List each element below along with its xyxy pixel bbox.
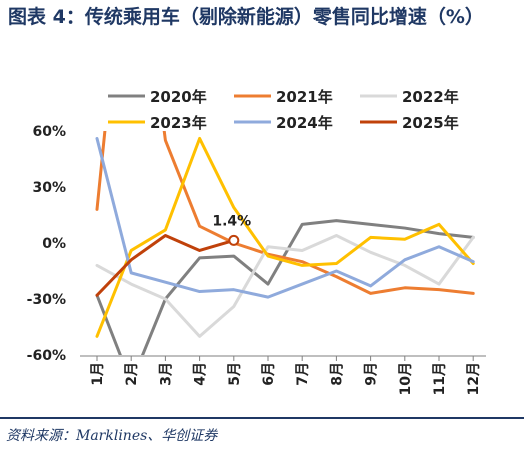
x-tick-label: 7月 — [295, 362, 311, 386]
annotations: 1.4% — [212, 213, 251, 246]
footer-divider — [0, 417, 524, 419]
y-axis: 60% 30% 0% -30% -60% — [27, 124, 66, 364]
legend: 2020年 2021年 2022年 2023年 2024年 2025年 — [108, 88, 459, 132]
series-line-2025 — [95, 234, 236, 297]
x-tick-label: 4月 — [193, 362, 209, 386]
y-tick-label: 60% — [32, 124, 66, 140]
x-tick-label: 9月 — [364, 362, 380, 386]
x-axis: 1月 2月 3月 4月 5月 6月 7月 8月 9月 10月 11月 12月 — [80, 355, 486, 395]
series-line-2023 — [95, 136, 475, 338]
y-tick-label: 30% — [32, 180, 66, 196]
y-tick-label: -30% — [27, 292, 66, 308]
legend-label: 2020年 — [150, 88, 207, 106]
chart-title: 图表 4：传统乘用车（剔除新能源）零售同比增速（%） — [8, 6, 484, 28]
series-line-2021 — [95, 131, 475, 295]
x-tick-label: 12月 — [466, 362, 482, 395]
legend-label: 2023年 — [150, 114, 207, 132]
x-tick-label: 2月 — [124, 362, 140, 386]
series-line-2022 — [95, 234, 475, 338]
annotation-label: 1.4% — [212, 213, 251, 229]
source-note: 资料来源：Marklines、华创证券 — [6, 428, 218, 444]
legend-label: 2022年 — [402, 88, 459, 106]
series-line-2020 — [95, 219, 475, 355]
legend-label: 2025年 — [402, 114, 459, 132]
plot-area — [95, 131, 475, 355]
legend-label: 2024年 — [276, 114, 333, 132]
x-tick-label: 8月 — [329, 362, 345, 386]
x-tick-label: 11月 — [432, 362, 448, 395]
x-tick-label: 10月 — [398, 362, 414, 395]
x-tick-label: 1月 — [90, 362, 106, 386]
y-tick-label: -60% — [27, 348, 66, 364]
legend-label: 2021年 — [276, 88, 333, 106]
annotation-marker — [228, 234, 240, 246]
x-tick-label: 5月 — [227, 362, 243, 386]
series-line-2024 — [95, 136, 475, 299]
x-tick-label: 3月 — [158, 362, 174, 386]
y-tick-label: 0% — [42, 236, 66, 252]
x-tick-label: 6月 — [261, 362, 277, 386]
